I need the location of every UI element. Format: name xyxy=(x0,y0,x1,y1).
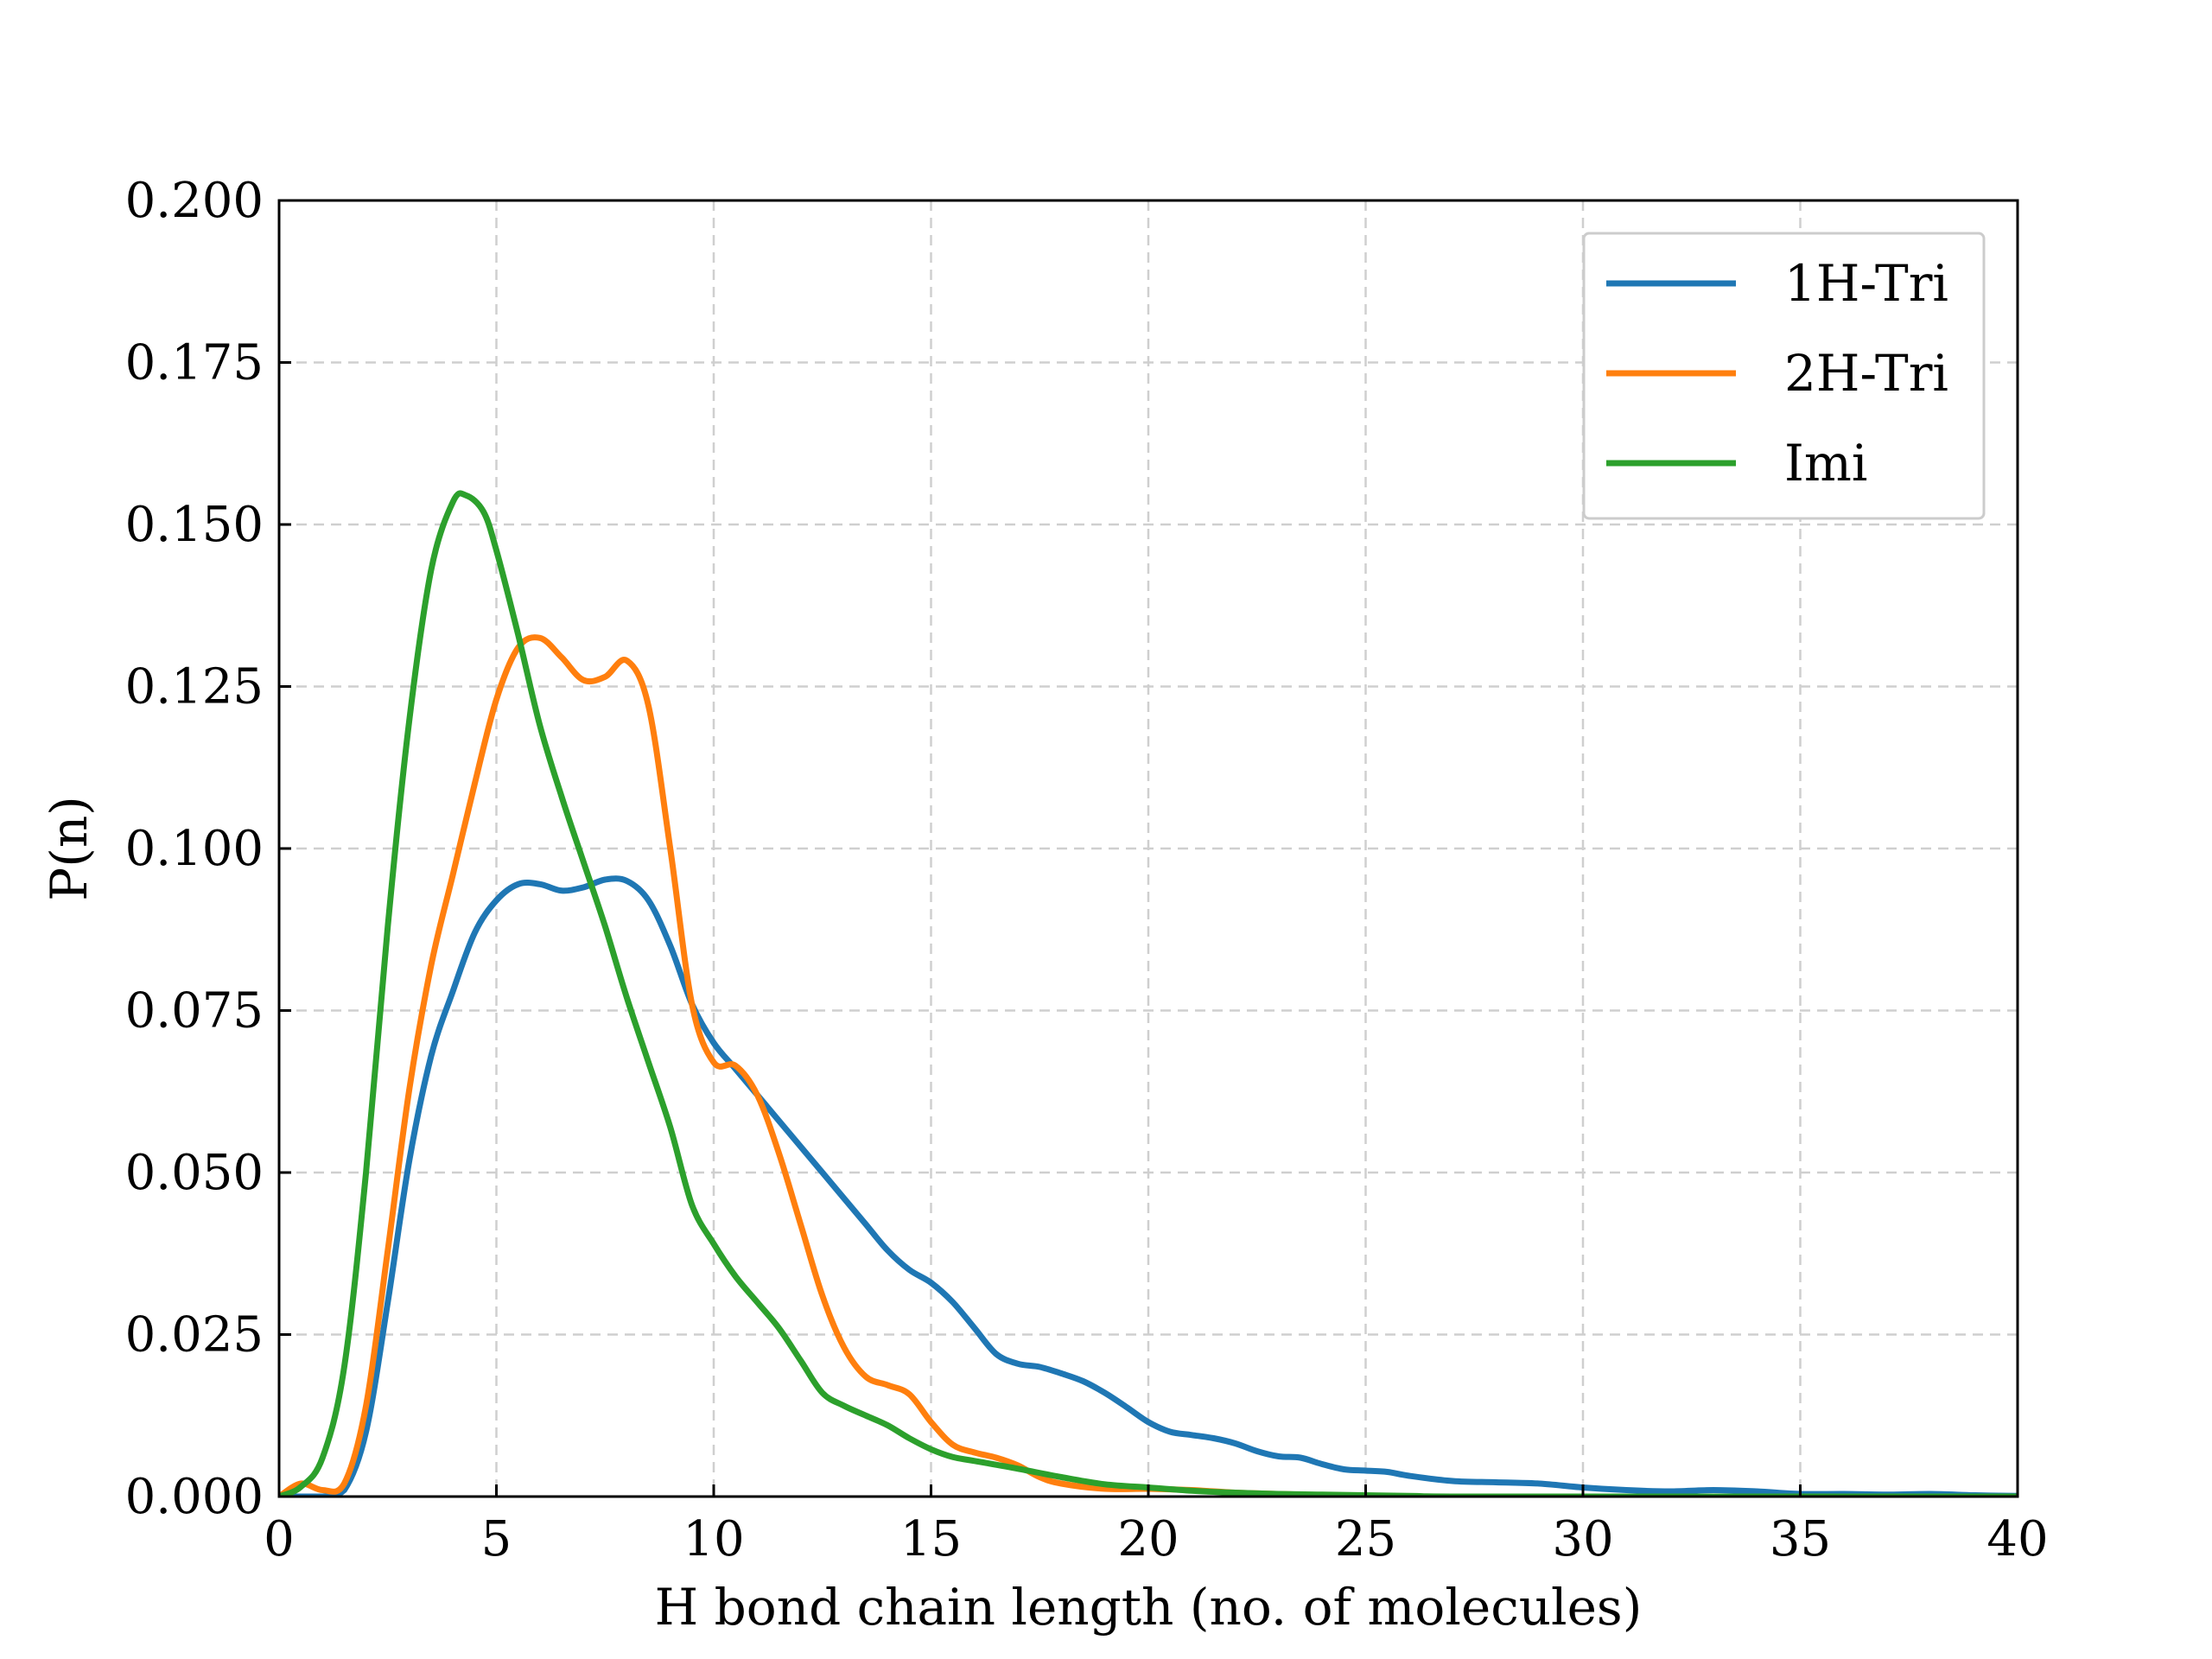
y-axis-label: P(n) xyxy=(40,796,99,901)
y-tick-label: 0.075 xyxy=(125,983,264,1039)
x-tick-label: 35 xyxy=(1770,1511,1831,1567)
tick-labels: 0 5 10 15 20 25 30 35 40 0.000 0.025 0.050 0.075 0.10… xyxy=(125,173,2049,1567)
y-tick-label: 0.050 xyxy=(125,1145,264,1201)
plot-lines xyxy=(279,490,2018,1497)
y-tick-label: 0.150 xyxy=(125,497,264,553)
x-tick-label: 30 xyxy=(1552,1511,1613,1567)
series-line-imi xyxy=(279,490,2018,1497)
legend-label-1h-tri: 1H-Tri xyxy=(1784,254,1948,313)
series-line-1h-tri xyxy=(279,875,2018,1497)
legend[interactable]: 1H-Tri 2H-Tri Imi xyxy=(1582,232,1986,520)
x-axis-label: H bond chain length (no. of molecules) xyxy=(655,1578,1643,1637)
x-tick-label: 20 xyxy=(1117,1511,1179,1567)
x-tick-label: 5 xyxy=(481,1511,512,1567)
x-tick-label: 15 xyxy=(900,1511,962,1567)
y-tick-label: 0.175 xyxy=(125,335,264,391)
y-tick-label: 0.025 xyxy=(125,1307,264,1363)
ticks xyxy=(277,199,2019,1498)
y-tick-label: 0.200 xyxy=(125,173,264,229)
legend-label-imi: Imi xyxy=(1784,434,1867,493)
y-tick-label: 0.100 xyxy=(125,821,264,877)
x-tick-label: 40 xyxy=(1986,1511,2048,1567)
x-tick-label: 10 xyxy=(683,1511,744,1567)
grid xyxy=(279,200,2018,1497)
y-tick-label: 0.125 xyxy=(125,659,264,715)
legend-box xyxy=(1582,232,1986,520)
y-tick-label: 0.000 xyxy=(125,1469,264,1525)
legend-label-2h-tri: 2H-Tri xyxy=(1784,344,1948,403)
x-tick-label: 0 xyxy=(264,1511,295,1567)
x-tick-label: 25 xyxy=(1335,1511,1396,1567)
